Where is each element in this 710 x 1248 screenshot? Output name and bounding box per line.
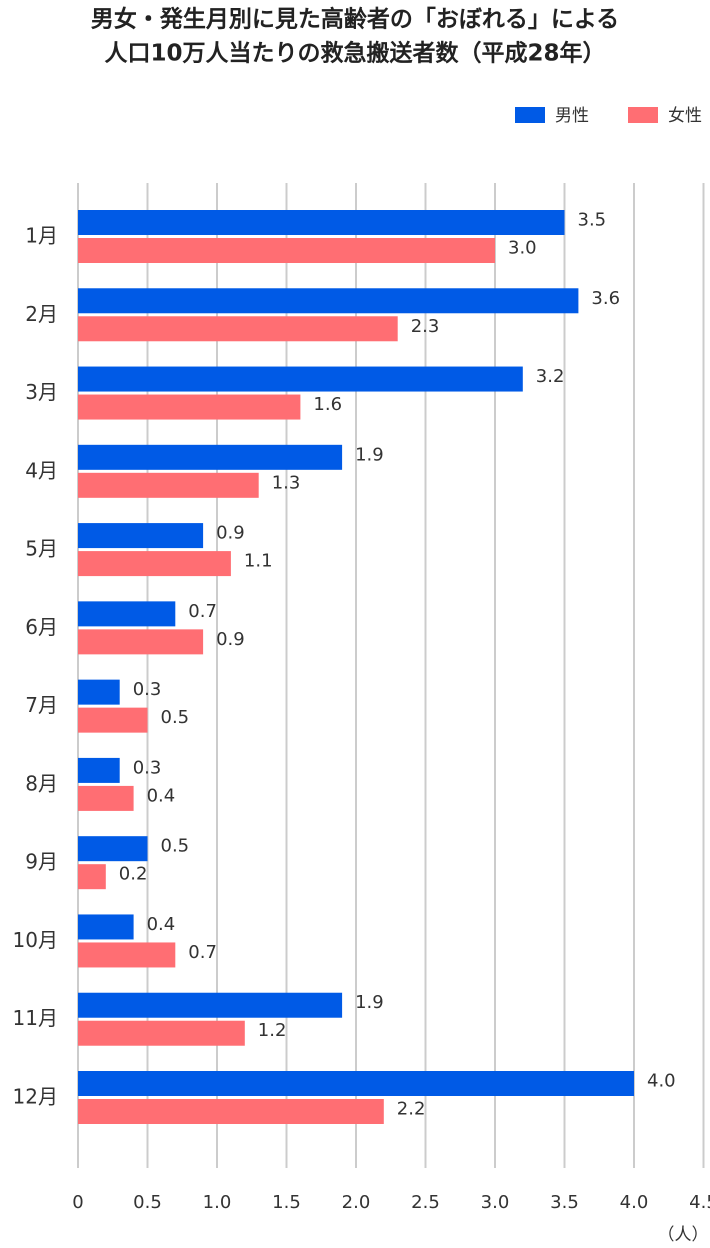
bar [78,551,231,577]
value-label: 0.7 [188,601,217,622]
bar [78,472,259,498]
value-label: 4.0 [647,1071,676,1092]
y-tick-label: 6月 [25,615,58,639]
bar [78,366,523,392]
value-label: 0.7 [188,942,217,963]
value-label: 0.5 [161,836,190,857]
bar [78,707,148,733]
value-label: 1.6 [313,394,342,415]
value-label: 3.2 [536,366,565,387]
y-tick-label: 12月 [13,1085,58,1109]
y-tick-label: 1月 [25,224,58,248]
value-label: 1.1 [244,551,273,572]
x-tick-label: 3.5 [550,1192,579,1213]
value-label: 0.3 [133,757,162,778]
bar [78,757,120,783]
value-label: 2.2 [397,1099,426,1120]
y-tick-label: 8月 [25,771,58,795]
legend-swatch [628,107,658,123]
chart-title: 人口10万人当たりの救急搬送者数（平成28年） [104,40,605,67]
legend-label: 女性 [668,106,702,126]
bar [78,316,398,342]
value-label: 1.9 [355,444,384,465]
x-tick-label: 0.5 [133,1192,162,1213]
bar [78,992,343,1018]
x-tick-label: 2.0 [342,1192,371,1213]
bar [78,238,495,263]
x-tick-label: 1.5 [272,1192,301,1213]
bar [78,1099,384,1124]
bar [78,629,204,655]
y-tick-label: 10月 [13,928,58,952]
bar [78,288,579,314]
value-label: 1.3 [272,472,301,493]
bar [78,1071,634,1096]
y-tick-label: 5月 [25,537,58,561]
x-tick-label: 4.5 [689,1192,710,1213]
value-label: 1.9 [355,992,384,1013]
y-tick-label: 4月 [25,458,58,482]
y-tick-label: 3月 [25,380,58,404]
y-tick-label: 11月 [13,1006,58,1030]
value-label: 0.9 [216,523,245,544]
bar [78,523,204,549]
x-tick-label: 3.0 [481,1192,510,1213]
x-unit: （人） [658,1225,709,1245]
bar [78,601,176,627]
value-label: 0.4 [147,785,176,806]
legend-label: 男性 [555,106,589,126]
value-label: 0.9 [216,629,245,650]
bar [78,914,134,940]
value-label: 3.5 [578,210,607,231]
bar [78,942,176,968]
x-tick-label: 2.5 [411,1192,440,1213]
bar [78,210,565,235]
value-label: 2.3 [411,316,440,337]
bar [78,864,106,890]
bar [78,394,301,420]
y-tick-label: 7月 [25,693,58,717]
x-tick-label: 4.0 [620,1192,649,1213]
bar [78,836,148,862]
y-tick-label: 9月 [25,850,58,874]
x-tick-label: 0 [72,1192,83,1213]
value-label: 0.2 [119,864,148,885]
bar [78,679,120,705]
chart-title: 男女・発生月別に見た高齢者の「おぼれる」による [91,6,619,33]
bar [78,1020,245,1046]
value-label: 0.5 [161,707,190,728]
value-label: 3.6 [591,288,620,309]
value-label: 0.4 [147,914,176,935]
y-tick-label: 2月 [25,302,58,326]
value-label: 1.2 [258,1020,287,1041]
value-label: 0.3 [133,679,162,700]
value-label: 3.0 [508,238,537,259]
x-tick-label: 1.0 [203,1192,232,1213]
legend-swatch [515,107,545,123]
bar [78,785,134,811]
bar [78,444,343,470]
